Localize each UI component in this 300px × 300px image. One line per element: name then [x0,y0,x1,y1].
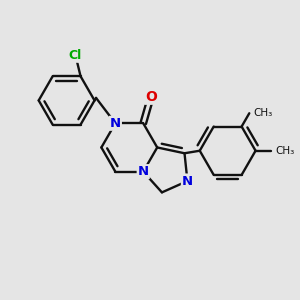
Text: N: N [138,165,149,178]
Text: N: N [182,175,193,188]
Text: Cl: Cl [69,49,82,62]
Text: O: O [145,90,157,104]
Text: CH₃: CH₃ [254,108,273,118]
Text: CH₃: CH₃ [275,146,294,156]
Text: N: N [110,117,121,130]
